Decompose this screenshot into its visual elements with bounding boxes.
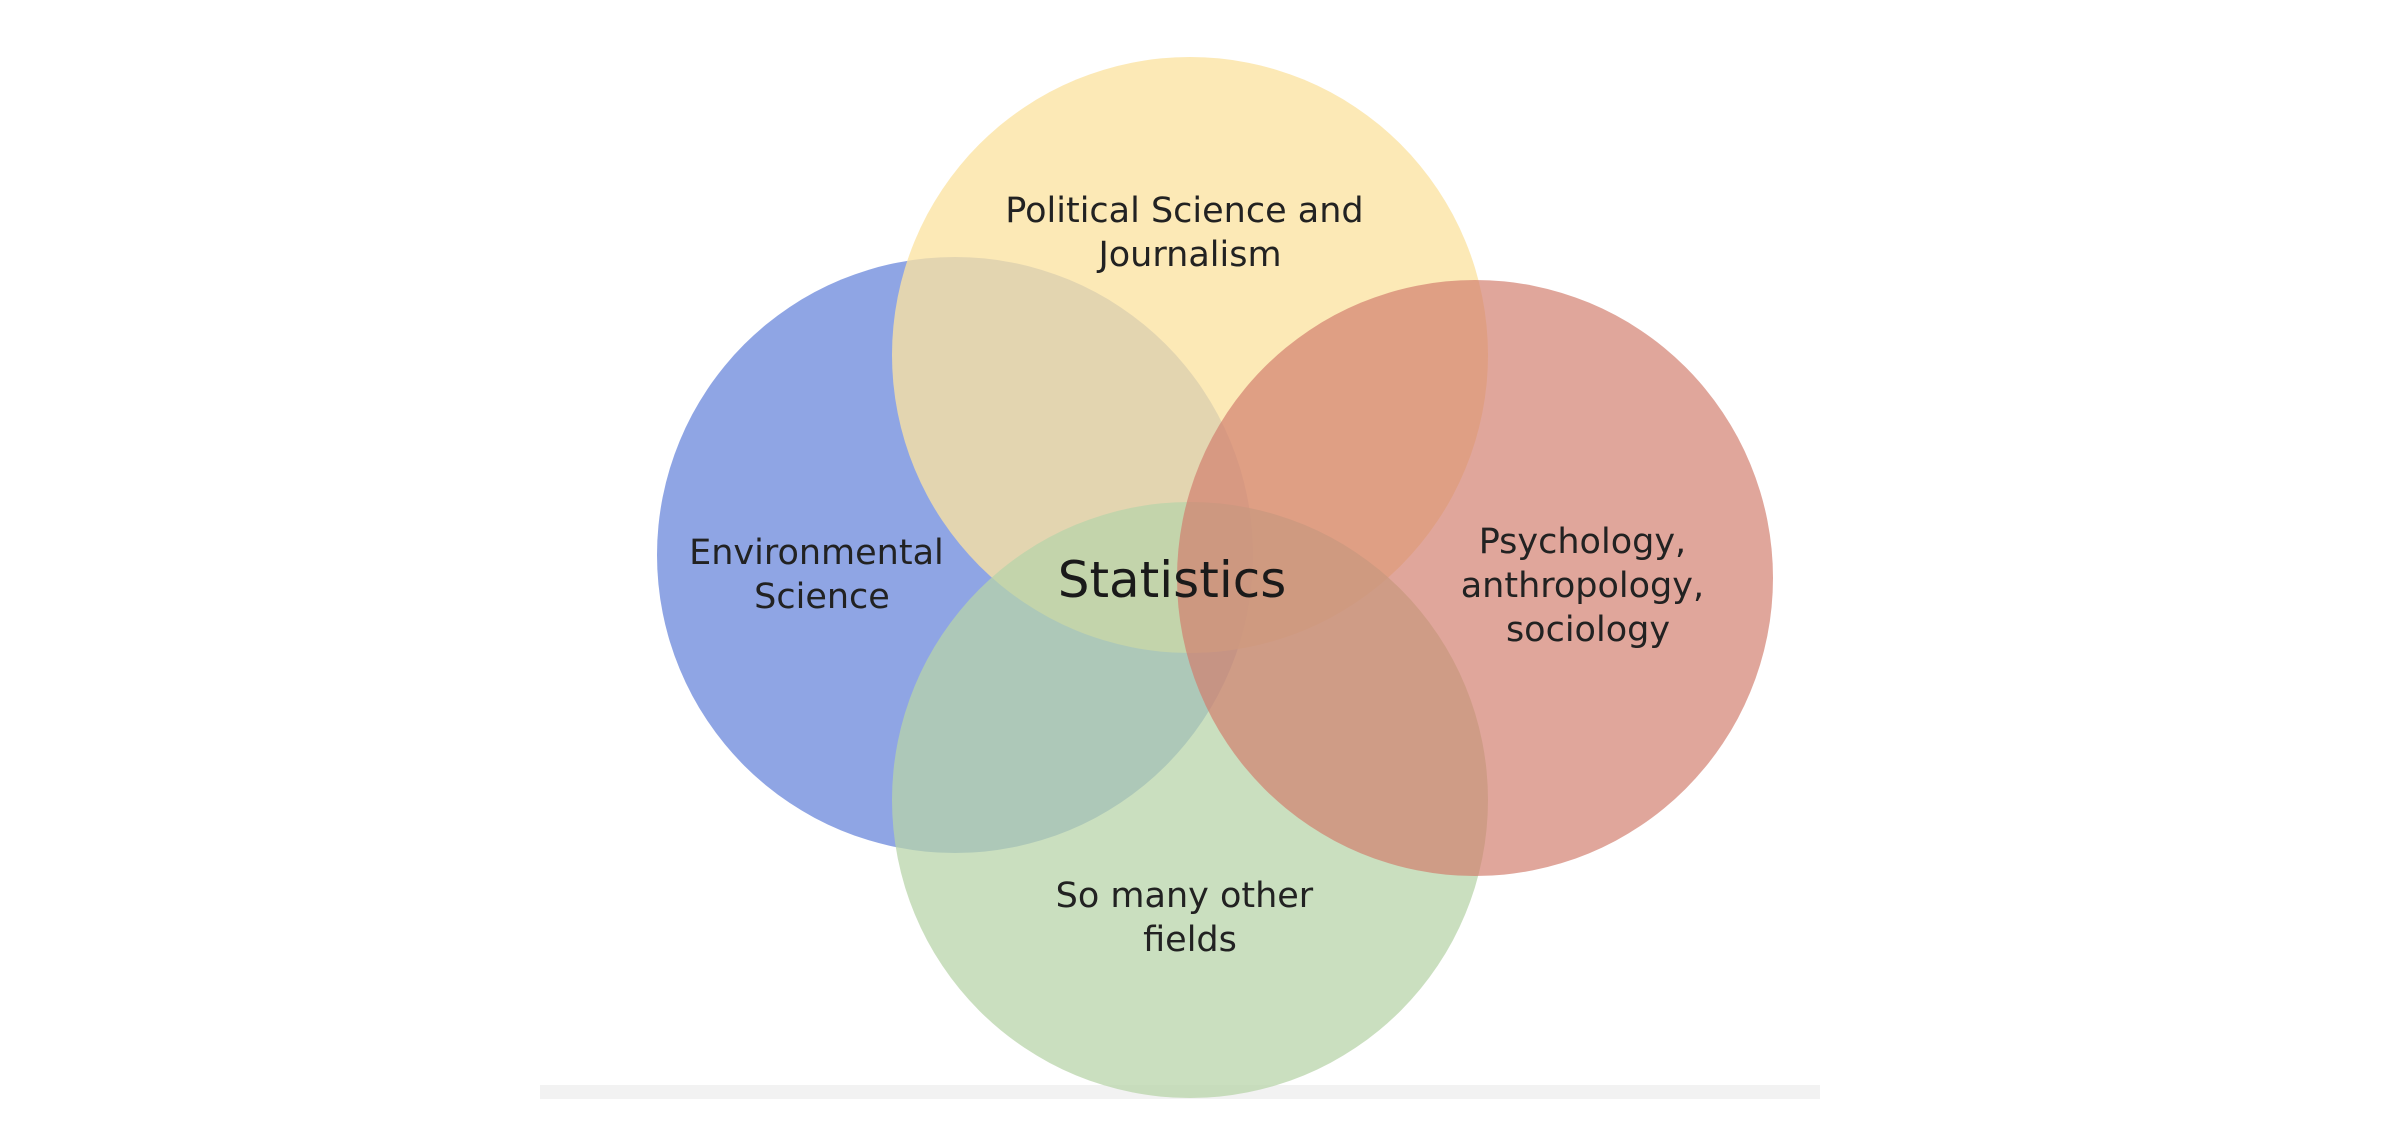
psychology-label: Psychology, anthropology, sociology <box>1461 522 1716 650</box>
political-science-label: Political Science and Journalism <box>1005 191 1375 275</box>
political-science-label-line-1: Political Science and <box>1005 191 1363 231</box>
center-label: Statistics <box>1058 551 1287 609</box>
psychology-circle <box>1177 280 1773 876</box>
environmental-science-label-line-2: Science <box>754 577 890 617</box>
psychology-label-line-1: Psychology, <box>1479 522 1686 562</box>
other-fields-label-line-1: So many other <box>1056 876 1314 916</box>
other-fields-label: So many other fields <box>1056 876 1325 960</box>
environmental-science-label: Environmental Science <box>689 533 955 617</box>
political-science-label-line-2: Journalism <box>1096 235 1281 275</box>
psychology-label-line-2: anthropology, <box>1461 566 1704 606</box>
environmental-science-label-line-1: Environmental <box>689 533 944 573</box>
psychology-label-line-3: sociology <box>1506 610 1670 650</box>
other-fields-label-line-2: fields <box>1143 920 1237 960</box>
